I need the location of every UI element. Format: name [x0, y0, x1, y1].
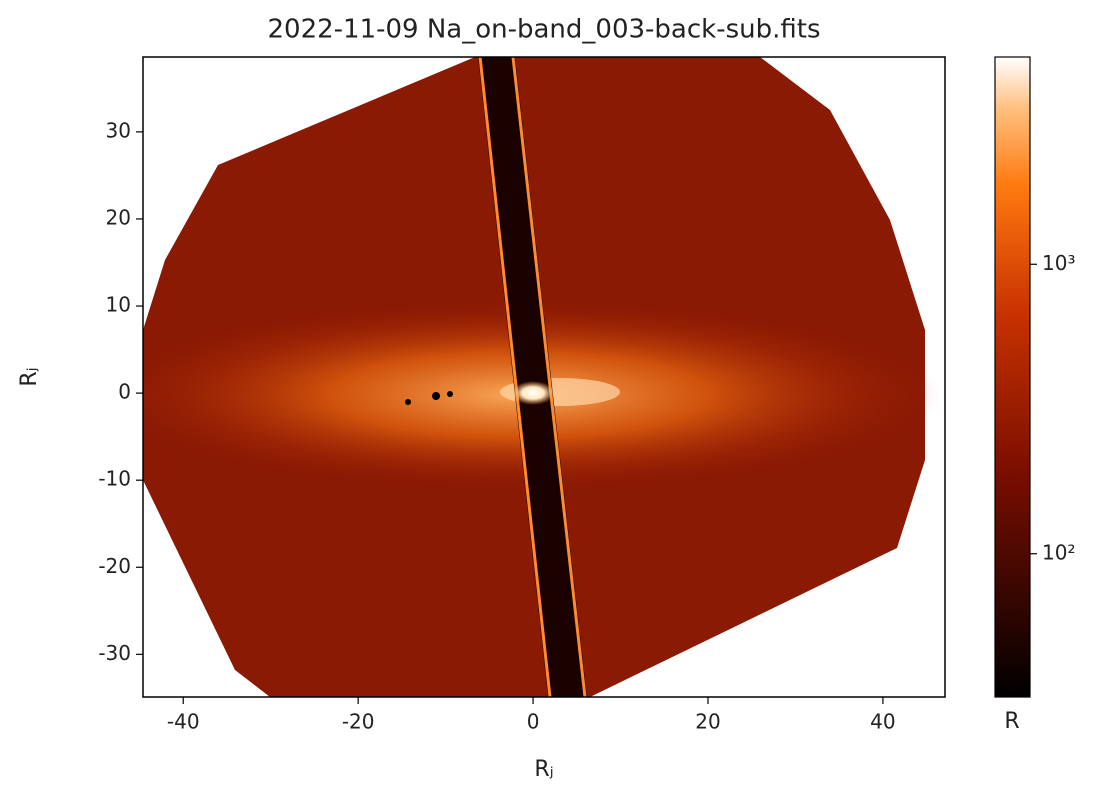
colorbar-tick-label: 10² [1042, 540, 1075, 564]
colorbar-tick-label: 10³ [1042, 251, 1075, 275]
image [143, 57, 940, 697]
x-tick-label: 20 [695, 710, 720, 734]
axes-frame [142, 56, 946, 698]
x-tick-label: -40 [167, 710, 200, 734]
colorbar-label: R [1004, 709, 1019, 734]
y-tick-label: 30 [106, 118, 131, 142]
y-tick-label: 10 [106, 293, 131, 317]
y-tick-label: -10 [98, 467, 131, 491]
x-axis-label: Rⱼ [534, 757, 553, 782]
y-tick-label: -20 [98, 554, 131, 578]
y-tick-label: -30 [98, 641, 131, 665]
x-tick-label: 0 [527, 710, 540, 734]
y-tick-label: 0 [118, 380, 131, 404]
colorbar [994, 56, 1031, 698]
y-tick-label: 20 [106, 205, 131, 229]
y-axis-label: Rⱼ [17, 367, 42, 386]
x-tick-label: 40 [870, 710, 895, 734]
chart-title: 2022-11-09 Na_on-band_003-back-sub.fits [267, 15, 820, 45]
x-tick-label: -20 [342, 710, 375, 734]
